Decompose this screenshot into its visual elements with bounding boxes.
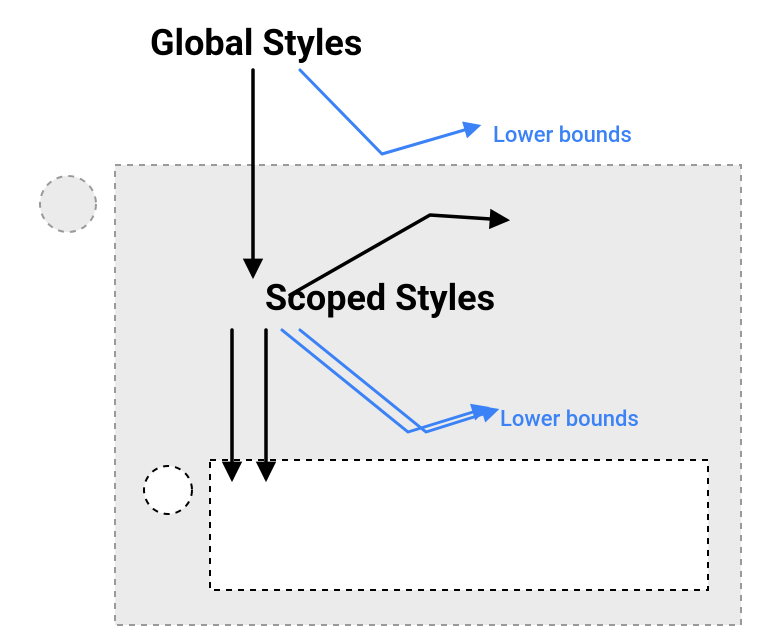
arrow-lower-bound-top bbox=[300, 70, 478, 154]
lower-bounds-label-top: Lower bounds bbox=[493, 123, 632, 148]
scoped-styles-title: Scoped Styles bbox=[265, 277, 495, 319]
lower-bounds-label-bottom: Lower bounds bbox=[500, 407, 639, 432]
global-styles-title: Global Styles bbox=[150, 22, 362, 64]
scope-diagram: Global Styles Scoped Styles Lower bounds… bbox=[0, 0, 759, 636]
inner-donut-hole-icon bbox=[144, 466, 192, 514]
outer-donut-hole-icon bbox=[40, 176, 96, 232]
inner-scope-panel bbox=[210, 460, 708, 590]
